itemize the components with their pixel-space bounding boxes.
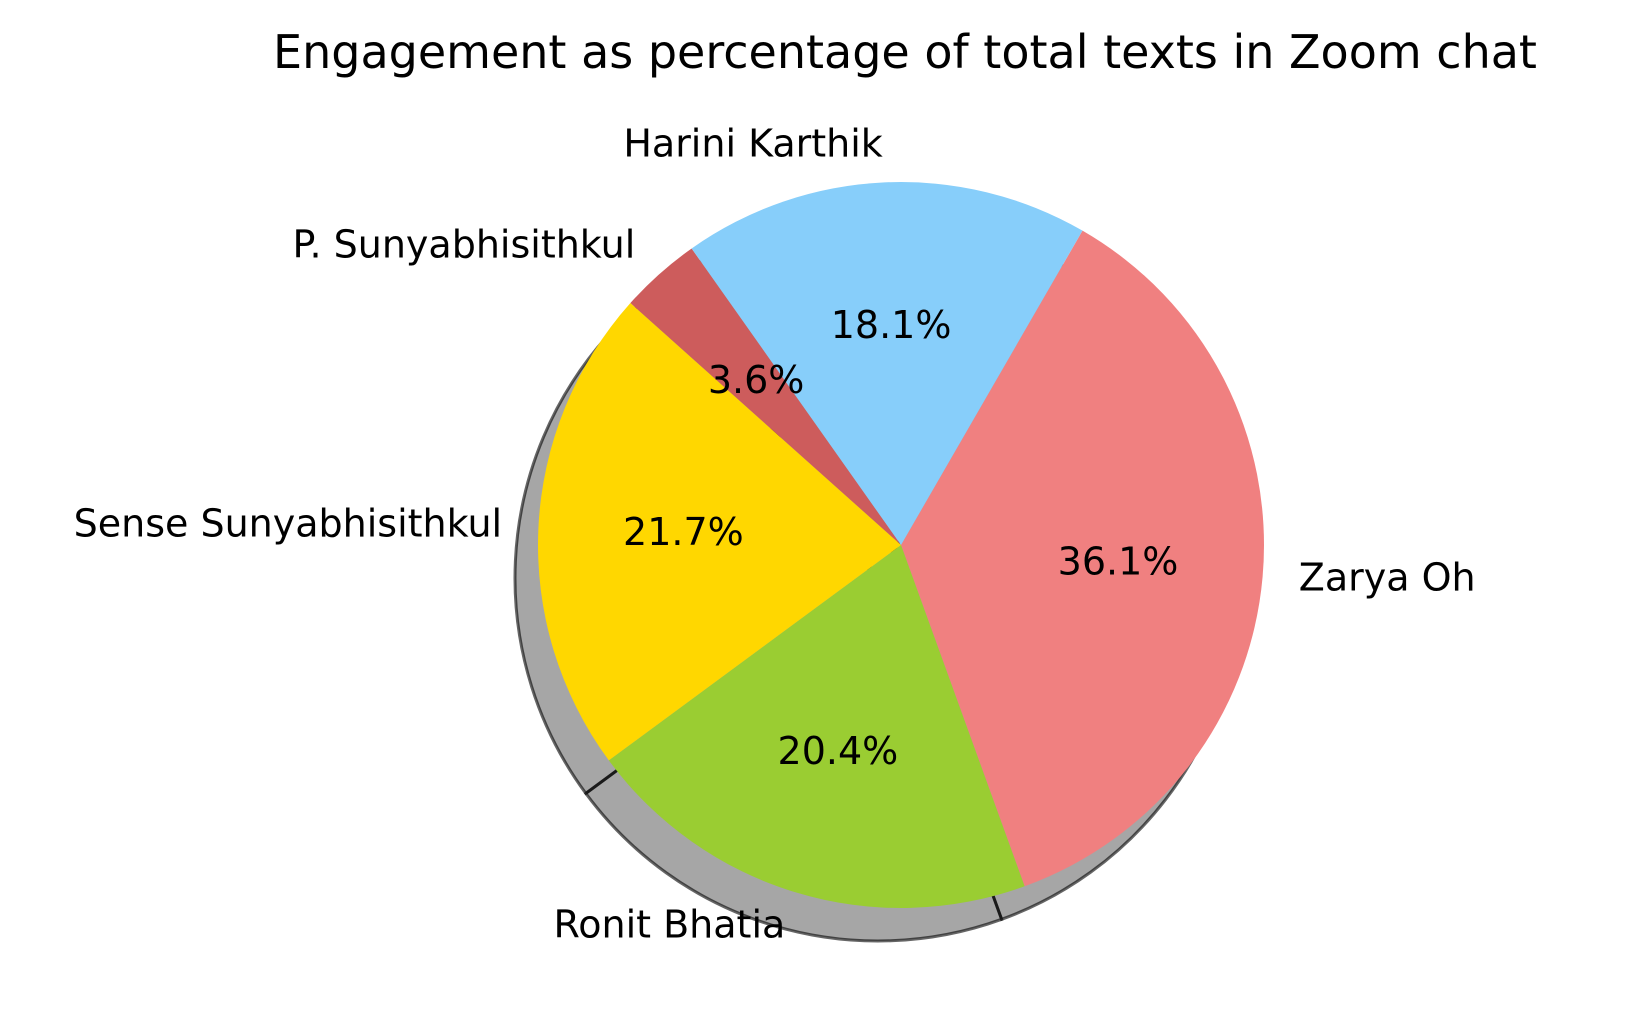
label-ronit-bhatia: Ronit Bhatia [554, 903, 786, 947]
label-p-sunyabhisithkul: P. Sunyabhisithkul [292, 222, 635, 266]
pct-sense-sunyabhisithkul: 21.7% [623, 510, 744, 554]
pct-p-sunyabhisithkul: 3.6% [708, 358, 805, 402]
label-sense-sunyabhisithkul: Sense Sunyabhisithkul [74, 502, 502, 546]
pie-labels: Zarya Oh 36.1% Ronit Bhatia 20.4% Sense Suny… [74, 122, 1476, 947]
pct-harini-karthik: 18.1% [831, 303, 952, 347]
pct-ronit-bhatia: 20.4% [778, 729, 899, 773]
slice-sense-sunyabhisithkul [538, 303, 901, 761]
label-zarya-oh: Zarya Oh [1299, 556, 1476, 600]
chart-title: Engagement as percentage of total texts … [273, 25, 1537, 79]
slice-ronit-bhatia [608, 545, 1025, 908]
slice-zarya-oh [901, 230, 1265, 887]
slice-p-sunyabhisithkul [630, 248, 901, 545]
label-harini-karthik: Harini Karthik [623, 122, 882, 166]
pie-slices [538, 181, 1265, 908]
pct-zarya-oh: 36.1% [1058, 540, 1179, 584]
slice-harini-karthik [691, 181, 1083, 545]
